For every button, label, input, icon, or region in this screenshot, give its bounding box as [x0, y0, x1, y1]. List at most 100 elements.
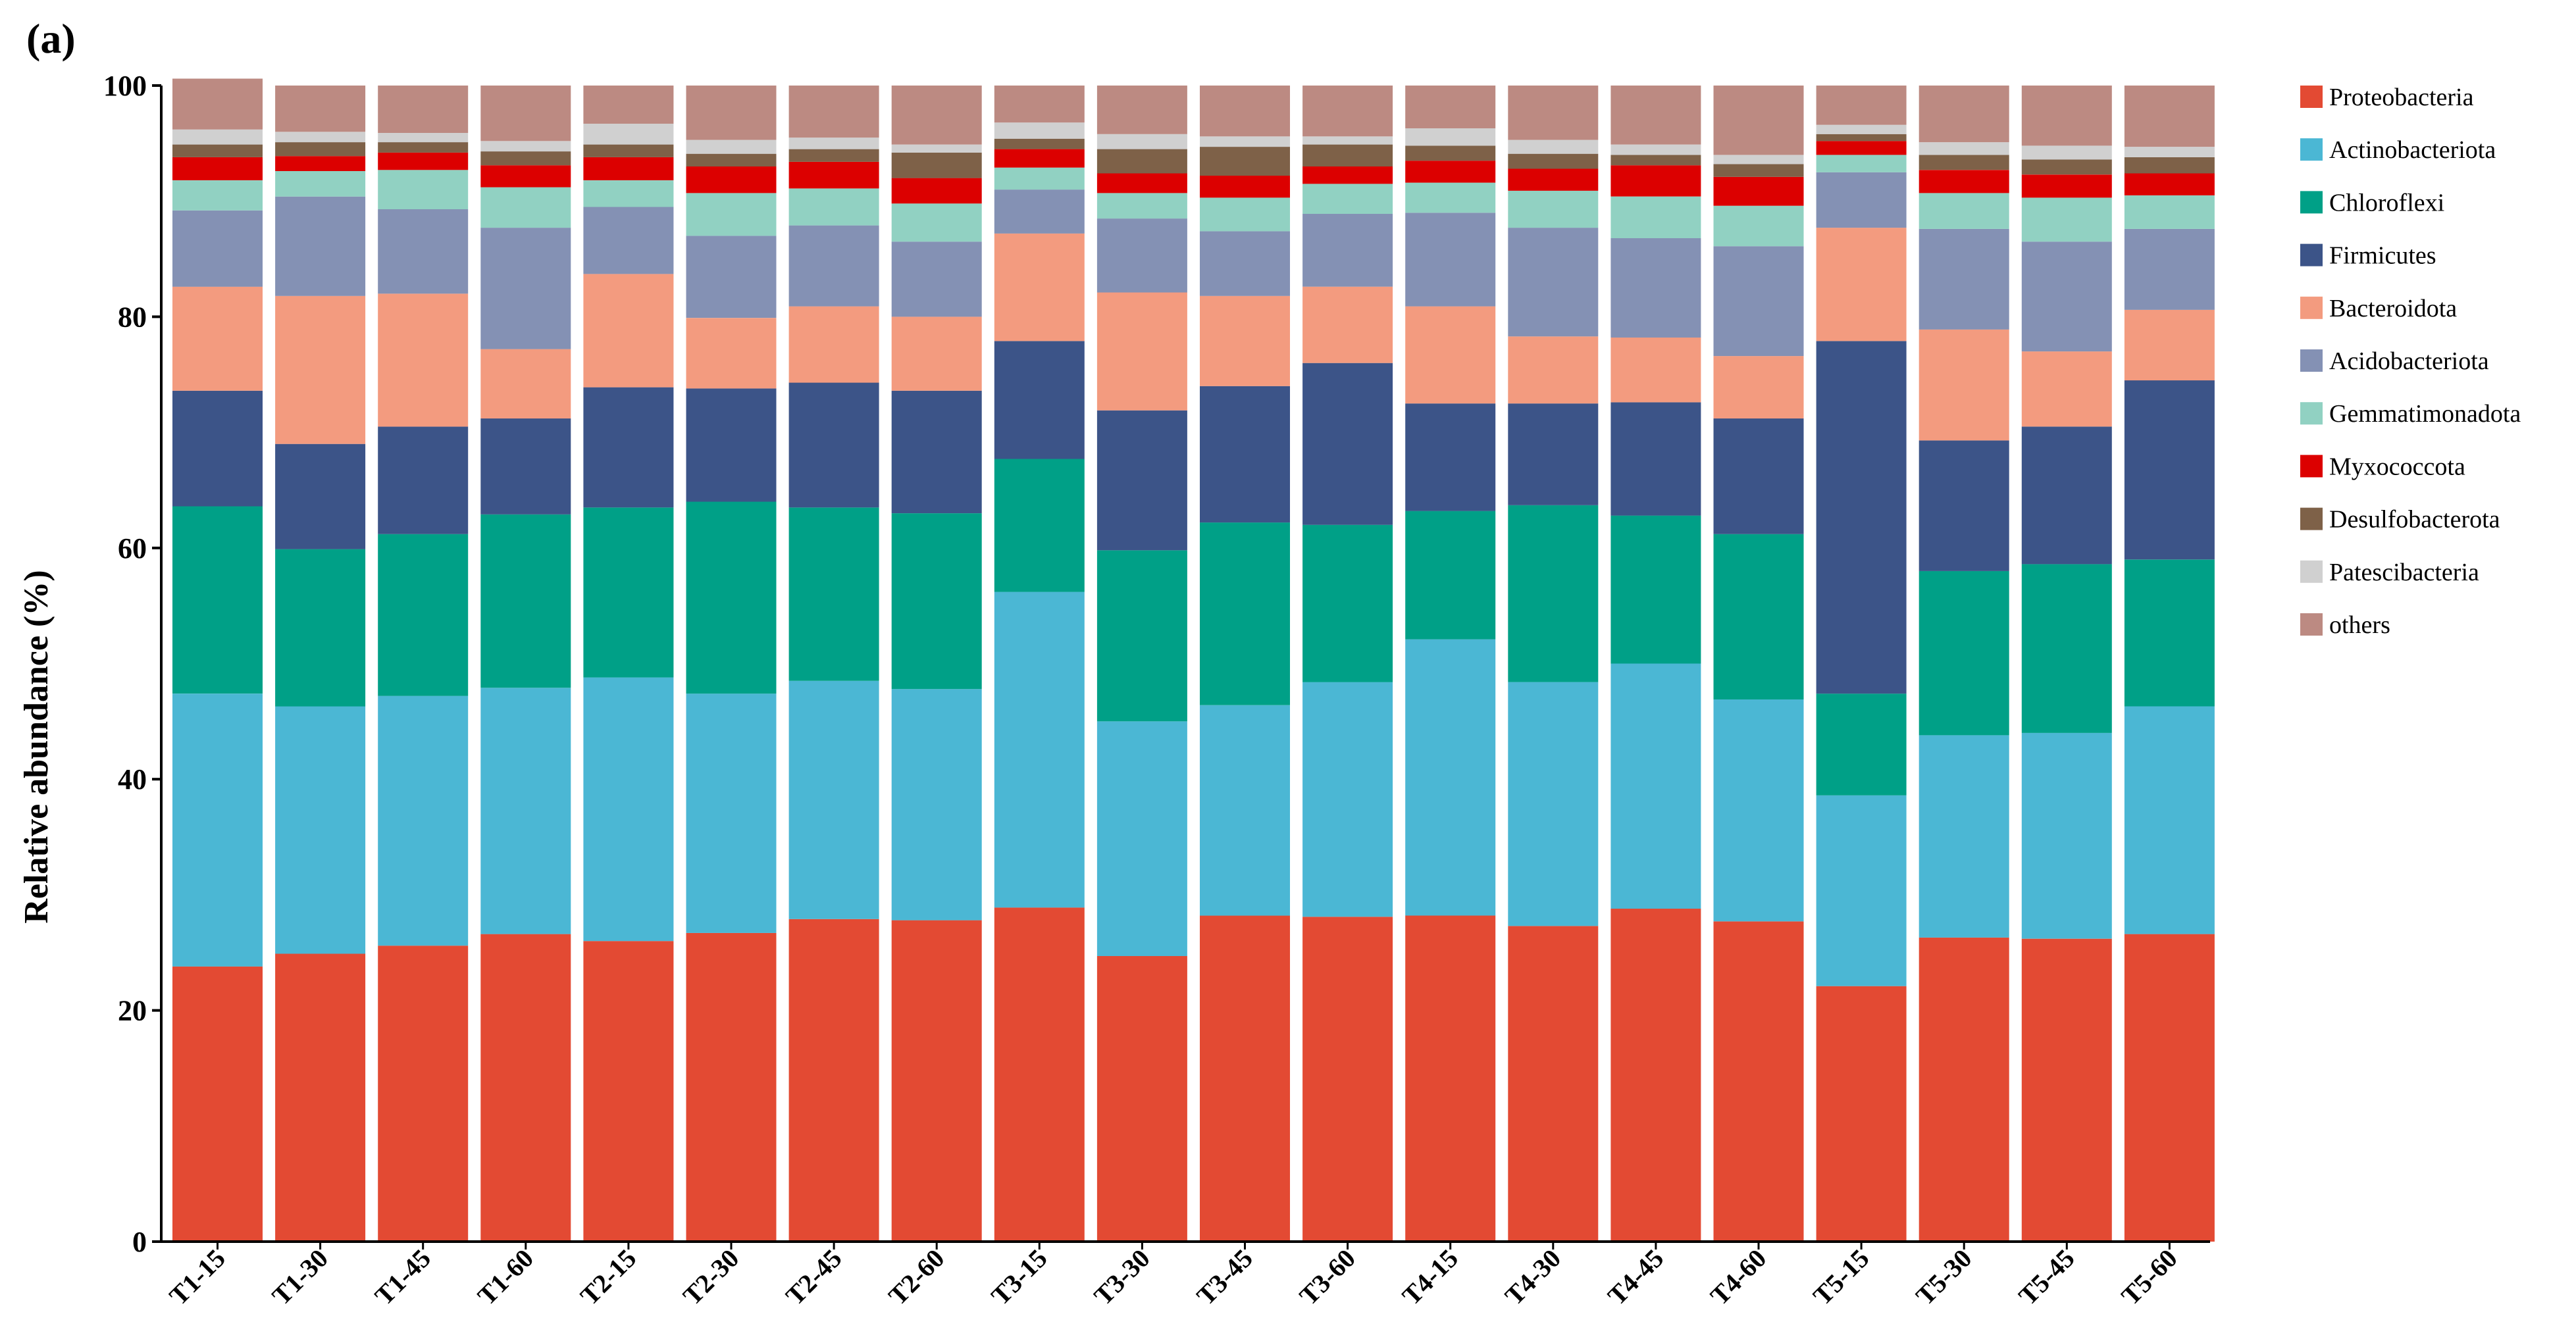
bar-segment-T5-15-patescibacteria [1816, 124, 1907, 134]
bar-segment-T4-45-gemmatimonadota [1610, 196, 1701, 238]
bar-segment-T1-15-patescibacteria [172, 129, 263, 145]
bar-segment-T5-45-patescibacteria [2021, 145, 2112, 160]
bar-segment-T2-45-gemmatimonadota [788, 188, 879, 226]
bar-segment-T4-45-bacteroidota [1610, 338, 1701, 403]
bar-segment-T3-60-chloroflexi [1302, 524, 1393, 682]
bar-segment-T3-30-desulfobacterota [1096, 149, 1187, 174]
bar-segment-T5-60-bacteroidota [2124, 309, 2215, 381]
bar-segment-T1-30-chloroflexi [275, 549, 366, 707]
bar-segment-T2-30-bacteroidota [686, 318, 777, 389]
bar-segment-T2-30-myxococcota [686, 166, 777, 193]
bar-segment-T1-30-actinobacteriota [275, 706, 366, 954]
bar-segment-T5-60-others [2124, 86, 2215, 147]
bar-segment-T3-30-gemmatimonadota [1096, 193, 1187, 219]
bar-segment-T5-30-desulfobacterota [1919, 155, 2009, 170]
bar-segment-T1-15-firmicutes [172, 390, 263, 507]
bar-segment-T4-30-others [1508, 86, 1599, 140]
bar-segment-T4-60-others [1713, 86, 1804, 155]
bar-segment-T4-15-gemmatimonadota [1405, 182, 1496, 213]
bar-segment-T2-45-desulfobacterota [788, 149, 879, 162]
bar-segment-T2-45-myxococcota [788, 162, 879, 189]
bar-segment-T2-45-proteobacteria [788, 919, 879, 1242]
bar-segment-T4-60-acidobacteriota [1713, 246, 1804, 357]
x-tick-label: T2-60 [883, 1244, 950, 1311]
bar-segment-T3-15-chloroflexi [994, 459, 1085, 592]
bar-segment-T5-60-firmicutes [2124, 380, 2215, 560]
x-tick-label: T5-30 [1910, 1244, 1978, 1311]
legend-swatch [2300, 613, 2323, 636]
x-tick-label: T3-45 [1191, 1244, 1258, 1311]
bar-segment-T4-45-actinobacteriota [1610, 663, 1701, 909]
bar-segment-T2-60-acidobacteriota [891, 241, 982, 317]
bar-segment-T4-15-myxococcota [1405, 161, 1496, 183]
bar-segment-T3-15-actinobacteriota [994, 592, 1085, 908]
x-tick-label: T1-30 [266, 1244, 334, 1311]
bar-segment-T5-45-proteobacteria [2021, 938, 2112, 1242]
bar-segment-T2-60-myxococcota [891, 178, 982, 204]
bar-segment-T4-30-patescibacteria [1508, 139, 1599, 154]
bar-segment-T5-45-actinobacteriota [2021, 732, 2112, 939]
x-tick-label: T5-60 [2115, 1244, 2183, 1311]
bar-segment-T3-15-gemmatimonadota [994, 167, 1085, 190]
bar-segment-T3-45-gemmatimonadota [1200, 197, 1290, 232]
bar-segment-T1-45-others [378, 86, 469, 133]
bar-segment-T1-15-others [172, 78, 263, 130]
bar-segment-T2-15-gemmatimonadota [583, 180, 674, 207]
bar-segment-T3-30-acidobacteriota [1096, 218, 1187, 293]
bar-segment-T5-15-actinobacteriota [1816, 795, 1907, 986]
bar-segment-T3-45-proteobacteria [1200, 915, 1290, 1242]
bar-segment-T4-15-acidobacteriota [1405, 213, 1496, 307]
bar-segment-T4-60-gemmatimonadota [1713, 205, 1804, 247]
bar-segment-T1-60-others [480, 86, 571, 141]
bar-segment-T1-45-proteobacteria [378, 946, 469, 1242]
bar-segment-T3-45-bacteroidota [1200, 295, 1290, 386]
bar-segment-T3-45-patescibacteria [1200, 136, 1290, 147]
bar-segment-T2-60-chloroflexi [891, 513, 982, 690]
y-axis-label: Relative abundance (%) [18, 570, 55, 923]
bar-segment-T1-15-chloroflexi [172, 506, 263, 694]
bar-segment-T1-45-chloroflexi [378, 534, 469, 696]
x-tick-label: T2-45 [780, 1244, 848, 1311]
bar-segment-T4-45-desulfobacterota [1610, 155, 1701, 166]
bar-segment-T2-30-chloroflexi [686, 501, 777, 694]
legend-swatch [2300, 191, 2323, 214]
bar-segment-T3-15-acidobacteriota [994, 189, 1085, 234]
bar-segment-T5-45-others [2021, 86, 2112, 146]
y-tick-label: 20 [118, 995, 147, 1027]
bar-segment-T5-45-acidobacteriota [2021, 241, 2112, 352]
bar-segment-T1-30-others [275, 86, 366, 132]
bar-segment-T4-45-others [1610, 86, 1701, 145]
bar-segment-T5-45-desulfobacterota [2021, 159, 2112, 175]
bar-segment-T5-15-acidobacteriota [1816, 172, 1907, 228]
bar-segment-T1-30-myxococcota [275, 156, 366, 171]
bar-segment-T1-30-bacteroidota [275, 295, 366, 444]
bar-segment-T1-30-firmicutes [275, 443, 366, 549]
bar-segment-T2-15-others [583, 86, 674, 124]
x-tick-label: T4-15 [1397, 1244, 1464, 1311]
bar-segment-T4-15-others [1405, 86, 1496, 128]
bar-segment-T4-30-firmicutes [1508, 403, 1599, 505]
bar-segment-T1-60-myxococcota [480, 165, 571, 188]
bar-segment-T3-15-proteobacteria [994, 907, 1085, 1242]
legend-swatch [2300, 560, 2323, 583]
bar-segment-T3-60-desulfobacterota [1302, 144, 1393, 166]
bar-segment-T3-30-patescibacteria [1096, 134, 1187, 149]
bar-segment-T5-45-chloroflexi [2021, 564, 2112, 733]
bar-segment-T4-30-actinobacteriota [1508, 682, 1599, 926]
y-tick-label: 60 [118, 532, 147, 565]
bar-segment-T3-45-firmicutes [1200, 386, 1290, 523]
bar-segment-T1-30-acidobacteriota [275, 196, 366, 296]
bar-segment-T5-60-chloroflexi [2124, 559, 2215, 707]
bar-segment-T1-15-bacteroidota [172, 286, 263, 391]
bar-segment-T1-60-proteobacteria [480, 934, 571, 1242]
bar-segment-T1-45-actinobacteriota [378, 695, 469, 946]
bar-segment-T1-45-desulfobacterota [378, 142, 469, 153]
bar-segment-T2-45-actinobacteriota [788, 680, 879, 919]
bar-segment-T2-15-bacteroidota [583, 274, 674, 388]
bar-segment-T2-15-firmicutes [583, 387, 674, 508]
bar-segment-T3-15-myxococcota [994, 149, 1085, 168]
bar-segment-T4-30-gemmatimonadota [1508, 190, 1599, 228]
bar-segment-T5-60-gemmatimonadota [2124, 195, 2215, 229]
bar-segment-T3-15-others [994, 86, 1085, 123]
bar-segment-T3-45-myxococcota [1200, 176, 1290, 198]
